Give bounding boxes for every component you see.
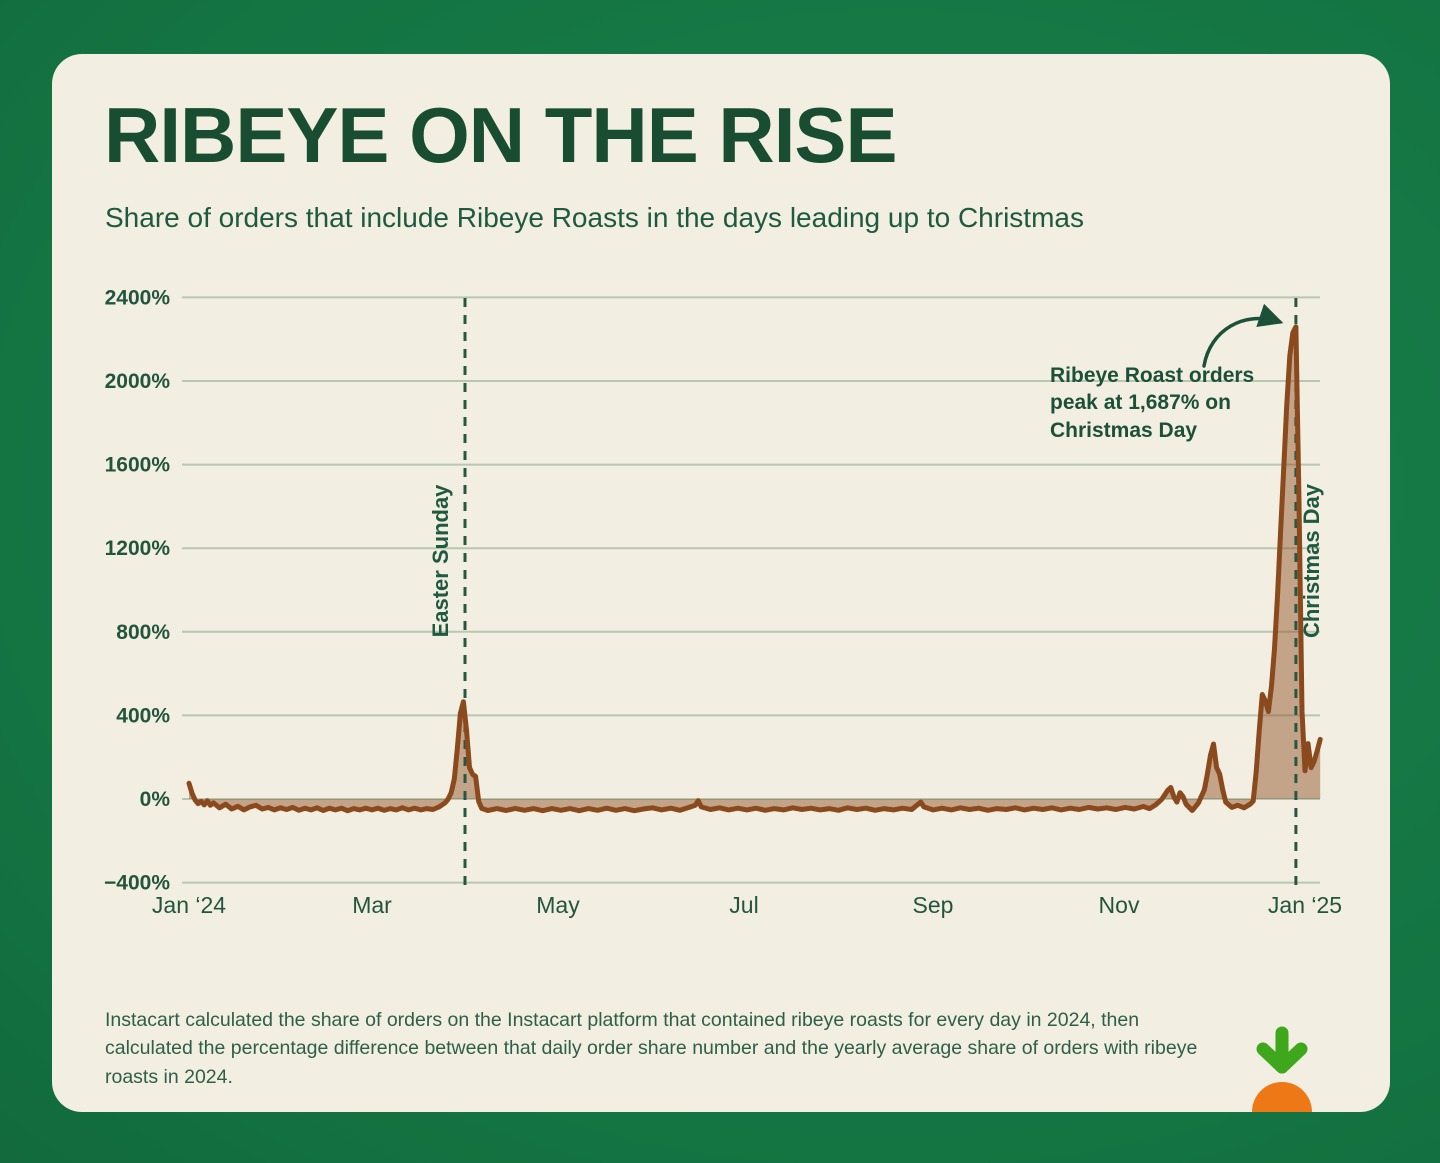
instacart-logo: [1252, 1026, 1312, 1112]
y-axis-label: 0%: [140, 788, 171, 811]
y-axis-label: 800%: [116, 621, 170, 644]
callout-arrow-icon: [1202, 303, 1284, 368]
methodology-note: Instacart calculated the share of orders…: [105, 1009, 1198, 1088]
page-title: RIBEYE ON THE RISE: [104, 91, 897, 179]
x-axis-label: Jul: [729, 892, 758, 918]
infographic-card: RIBEYE ON THE RISE Share of orders that …: [52, 54, 1390, 1112]
callout-line1: Ribeye Roast orders: [1050, 364, 1255, 387]
y-axis-label: 1600%: [105, 454, 171, 477]
x-axis-label: Jan ‘25: [1268, 892, 1342, 918]
chart-subtitle: Share of orders that include Ribeye Roas…: [105, 202, 1084, 233]
y-axis-label: 2400%: [105, 286, 171, 309]
ribeye-share-chart: 2400%2000%1600%1200%800%400%0%−400%Jan ‘…: [104, 286, 1342, 918]
callout-peak-value: 1,687%: [1128, 391, 1200, 415]
x-axis-label: May: [536, 892, 580, 918]
callout-line3: Christmas Day: [1050, 418, 1198, 442]
x-axis-label: Mar: [352, 892, 392, 918]
peak-callout: Ribeye Roast orders peak at 1,687% on Ch…: [1050, 362, 1290, 444]
series-line: [186, 324, 1323, 814]
x-axis-label: Sep: [913, 892, 954, 918]
callout-line2-post: on: [1205, 391, 1231, 415]
callout-line2-pre: peak at: [1050, 391, 1123, 415]
y-axis-label: 400%: [116, 704, 170, 727]
y-axis-label: −400%: [104, 872, 170, 895]
x-axis-label: Jan ‘24: [152, 892, 226, 918]
y-axis-label: 2000%: [105, 370, 171, 393]
carrot-body-icon: [1252, 1082, 1312, 1112]
y-axis-label: 1200%: [105, 537, 171, 560]
carrot-arrow-icon: [1256, 1026, 1308, 1074]
x-axis-label: Nov: [1099, 892, 1140, 918]
event-label: Easter Sunday: [428, 484, 453, 638]
